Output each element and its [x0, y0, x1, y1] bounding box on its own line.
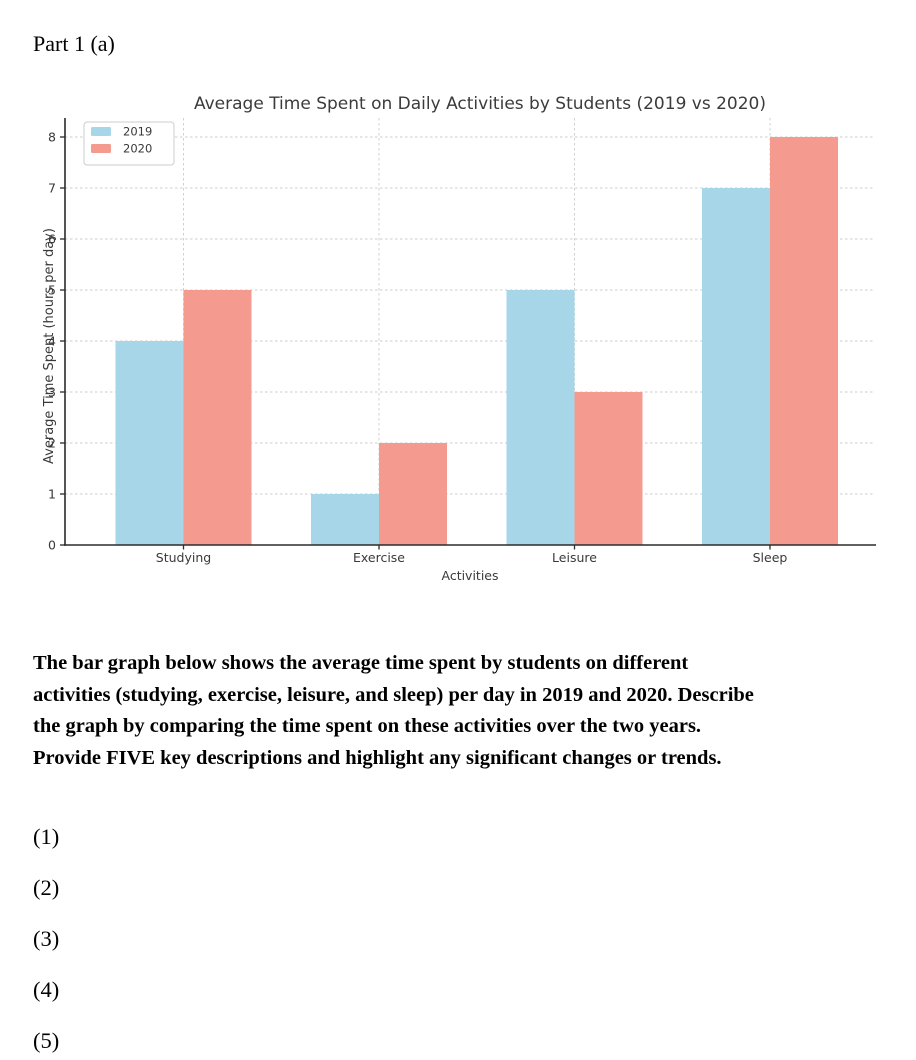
- instruction-paragraph: The bar graph below shows the average ti…: [33, 648, 893, 775]
- bar-chart-figure: 0 1 2 3 4 5 6 7 8 Studying Exercise Leisure Sleep Act…: [0, 85, 916, 590]
- y-tick-label: 7: [48, 180, 56, 195]
- bar-2019-exercise: [311, 494, 379, 545]
- x-tick-label: Sleep: [753, 550, 788, 565]
- answer-item-1: (1): [33, 824, 60, 849]
- y-tick-label: 2: [48, 435, 56, 450]
- instruction-line: The bar graph below shows the average ti…: [33, 652, 689, 674]
- chart-title: Average Time Spent on Daily Activities b…: [194, 94, 766, 114]
- x-axis-label: Activities: [441, 568, 498, 583]
- x-tick-label: Exercise: [353, 550, 405, 565]
- legend-label-2020: 2020: [123, 142, 152, 156]
- x-tick-label: Studying: [156, 550, 211, 565]
- bar-2020-leisure: [574, 392, 643, 545]
- legend-label-2019: 2019: [123, 125, 152, 139]
- instruction-line: activities (studying, exercise, leisure,…: [33, 683, 754, 706]
- bar-chart: 0 1 2 3 4 5 6 7 8 Studying Exercise Leisure Sleep Act…: [42, 94, 876, 583]
- legend-swatch-2019: [91, 127, 111, 136]
- instruction-line: the graph by comparing the time spent on…: [33, 715, 702, 738]
- answer-item-2: (2): [33, 875, 60, 900]
- y-tick-label: 3: [48, 384, 56, 399]
- x-tick-label: Leisure: [552, 550, 597, 565]
- bar-2019-studying: [115, 341, 184, 545]
- y-tick-label: 6: [48, 231, 56, 246]
- y-tick-label: 1: [48, 486, 56, 501]
- part-label: Part 1 (a): [33, 31, 115, 56]
- bar-2020-sleep: [770, 137, 838, 545]
- y-tick-label: 5: [48, 282, 56, 297]
- y-axis-label: Average Time Spent (hours per day): [42, 228, 57, 464]
- answer-item-5: (5): [33, 1028, 60, 1053]
- legend-swatch-2020: [91, 144, 111, 153]
- instruction-line: Provide FIVE key descriptions and highli…: [33, 747, 722, 770]
- bar-2019-sleep: [702, 188, 770, 545]
- y-tick-label: 4: [48, 333, 56, 348]
- y-tick-label: 8: [48, 129, 56, 144]
- y-tick-label: 0: [48, 537, 56, 552]
- answer-item-3: (3): [33, 926, 60, 951]
- bar-2019-leisure: [506, 290, 575, 545]
- bar-2020-exercise: [379, 443, 447, 545]
- answer-item-4: (4): [33, 977, 60, 1002]
- bar-2020-studying: [183, 290, 252, 545]
